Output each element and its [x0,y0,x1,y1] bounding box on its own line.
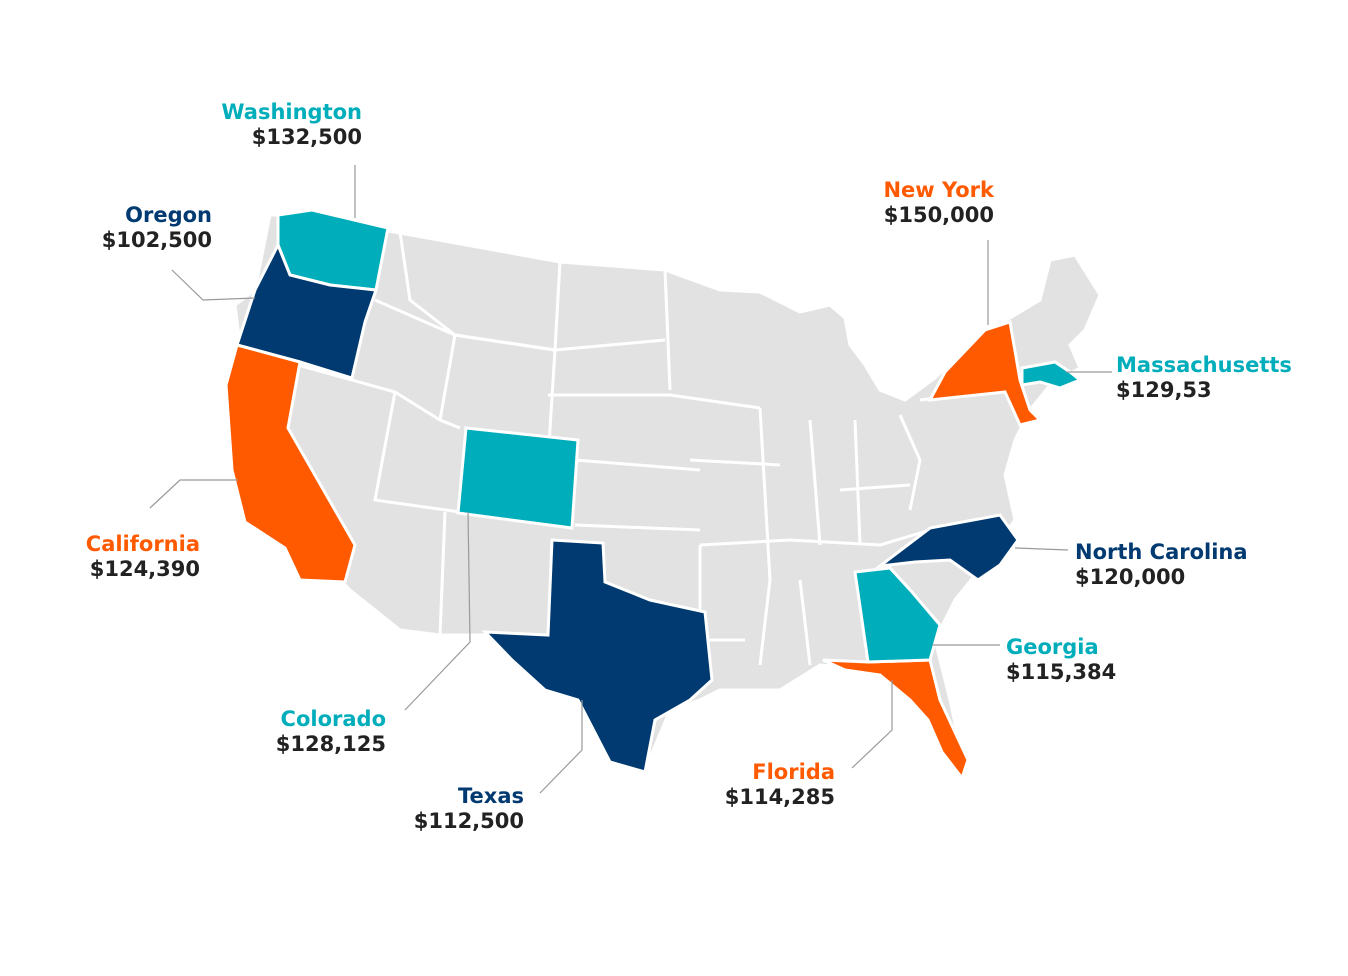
label-florida: Florida $114,285 [690,760,835,810]
colorado-value: $128,125 [275,732,386,756]
north-carolina-name: North Carolina [1075,540,1248,564]
state-colorado[interactable] [456,426,580,530]
label-washington: Washington $132,500 [160,100,362,150]
new-york-name: New York [883,178,994,202]
state-florida[interactable] [822,658,970,782]
colorado-name: Colorado [280,707,386,731]
label-texas: Texas $112,500 [380,784,524,834]
washington-name: Washington [221,100,362,124]
label-oregon: Oregon $102,500 [60,203,212,253]
state-north-carolina[interactable] [874,513,1020,582]
state-texas[interactable] [481,538,714,774]
leader-oregon [171,269,256,301]
leader-north-carolina [1014,547,1069,551]
state-new-york[interactable] [927,320,1043,427]
state-georgia[interactable] [853,566,942,664]
massachusetts-value: $129,53 [1116,378,1212,402]
leader-lines [149,165,1112,794]
texas-name: Texas [458,784,524,808]
new-york-value: $150,000 [883,203,994,227]
label-north-carolina: North Carolina $120,000 [1075,540,1315,590]
leader-florida [851,680,893,769]
label-georgia: Georgia $115,384 [1006,635,1166,685]
state-massachusetts[interactable] [1020,360,1083,390]
georgia-name: Georgia [1006,635,1099,659]
texas-value: $112,500 [413,809,524,833]
georgia-value: $115,384 [1006,660,1117,684]
leader-colorado [404,511,471,711]
leader-texas [539,700,583,794]
state-oregon[interactable] [235,241,379,380]
washington-value: $132,500 [251,125,362,149]
florida-value: $114,285 [724,785,835,809]
florida-name: Florida [752,760,835,784]
label-massachusetts: Massachusetts $129,53 [1116,353,1341,403]
label-california: California $124,390 [40,532,200,582]
label-colorado: Colorado $128,125 [230,707,386,757]
oregon-name: Oregon [125,203,212,227]
state-california[interactable] [224,343,357,584]
oregon-value: $102,500 [101,228,212,252]
massachusetts-name: Massachusetts [1116,353,1292,377]
leader-california [149,479,238,509]
label-new-york: New York $150,000 [840,178,994,228]
california-name: California [85,532,200,556]
california-value: $124,390 [89,557,200,581]
north-carolina-value: $120,000 [1075,565,1186,589]
